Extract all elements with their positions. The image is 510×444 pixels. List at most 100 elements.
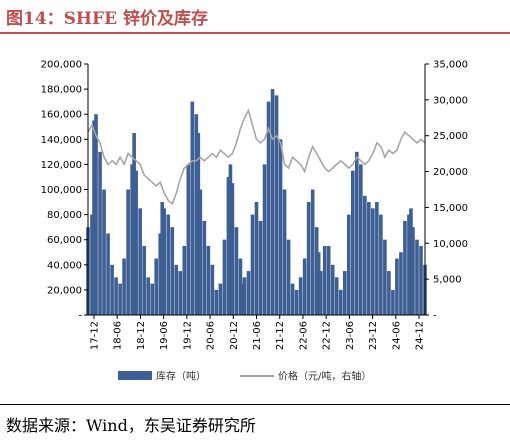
inventory-bar	[206, 245, 211, 315]
inventory-bar	[102, 189, 106, 315]
inventory-bar	[391, 289, 395, 315]
inventory-bar	[160, 202, 165, 315]
inventory-bar	[363, 195, 367, 315]
legend-inventory-label: 库存（吨）	[156, 370, 206, 383]
inventory-bars	[86, 89, 427, 316]
legend-inventory-swatch	[118, 371, 152, 380]
right-tick-label: 25,000	[433, 131, 468, 142]
inventory-bar	[354, 151, 359, 315]
inventory-bar	[266, 101, 271, 316]
inventory-bar	[246, 271, 251, 315]
x-tick-label: 21-06	[252, 321, 263, 350]
inventory-bar	[379, 214, 383, 315]
x-tick-label: 18-06	[113, 321, 124, 350]
inventory-bar	[118, 283, 122, 315]
left-tick-label: 200,000	[41, 60, 82, 71]
inventory-bar	[395, 258, 399, 315]
inventory-bar	[310, 189, 315, 315]
inventory-bar	[154, 258, 159, 315]
inventory-bar	[415, 239, 419, 315]
inventory-bar	[399, 252, 403, 315]
inventory-bar	[367, 202, 371, 315]
x-tick-label: 19-06	[159, 321, 170, 350]
x-tick-label: 22-06	[298, 321, 309, 350]
x-tick-label: 24-12	[415, 321, 426, 350]
inventory-bar	[342, 271, 347, 315]
inventory-bar	[338, 289, 343, 315]
inventory-bar	[334, 277, 339, 315]
zinc-price-inventory-chart: - 20,000 40,000 60,000 80,000 100,000 120,000 1…	[41, 60, 468, 383]
inventory-bar	[383, 239, 387, 315]
inventory-bar	[218, 283, 223, 315]
price-series-line	[87, 108, 426, 206]
x-tick-label: 17-12	[90, 321, 101, 350]
inventory-bar	[90, 214, 94, 315]
inventory-bar	[222, 239, 227, 315]
inventory-bar	[371, 208, 375, 315]
right-tick-label: 10,000	[433, 239, 468, 250]
inventory-bar	[134, 170, 138, 315]
inventory-bar	[294, 289, 299, 315]
inventory-bar	[346, 214, 351, 315]
inventory-bar	[174, 264, 179, 315]
right-tick-label: -	[433, 311, 437, 322]
inventory-bar	[407, 214, 411, 315]
left-tick-label: -	[78, 311, 82, 322]
x-tick-label: 20-06	[206, 321, 217, 350]
right-tick-label: 30,000	[433, 95, 468, 106]
inventory-bar	[92, 120, 96, 315]
inventory-bar	[146, 277, 150, 315]
inventory-bar	[194, 114, 199, 315]
inventory-bar	[190, 101, 195, 316]
x-tick-label: 20-12	[229, 321, 240, 350]
left-tick-label: 180,000	[41, 85, 82, 96]
inventory-bar	[126, 189, 130, 315]
right-axis-ticks: - 5,000 10,000 15,000 20,000 25,000 30,000 35,0…	[425, 60, 468, 322]
inventory-bar	[322, 245, 327, 315]
chart-legend: 库存（吨） 价格（元/吨，右轴）	[118, 370, 371, 383]
inventory-bar	[138, 208, 142, 315]
left-tick-label: 140,000	[41, 135, 82, 146]
inventory-bar	[270, 89, 275, 315]
inventory-bar	[302, 258, 307, 315]
inventory-bar	[202, 220, 207, 315]
inventory-bar	[234, 227, 239, 315]
inventory-bar	[286, 239, 291, 315]
x-tick-label: 18-12	[136, 321, 147, 350]
inventory-bar	[240, 283, 245, 315]
x-tick-label: 23-12	[368, 321, 379, 350]
inventory-bar	[298, 277, 303, 315]
inventory-bar	[258, 220, 263, 315]
price-line	[87, 108, 426, 206]
right-tick-label: 35,000	[433, 60, 468, 71]
inventory-bar	[186, 164, 191, 315]
inventory-bar	[282, 189, 287, 315]
inventory-bar	[242, 277, 247, 315]
left-tick-label: 20,000	[47, 285, 82, 296]
inventory-bar	[130, 164, 134, 315]
left-tick-label: 120,000	[41, 160, 82, 171]
inventory-bar	[196, 133, 201, 315]
inventory-bar	[290, 283, 295, 315]
inventory-bar	[122, 258, 126, 315]
page-title: 图14：SHFE 锌价及库存	[6, 9, 208, 29]
inventory-bar	[178, 271, 183, 315]
left-tick-label: 60,000	[47, 235, 82, 246]
source-note: 数据来源：Wind，东吴证券研究所	[6, 416, 256, 435]
x-tick-label: 24-06	[391, 321, 402, 350]
inventory-bar	[166, 214, 171, 315]
inventory-bar	[110, 264, 114, 315]
inventory-bar	[316, 252, 321, 315]
right-tick-label: 5,000	[433, 275, 462, 286]
inventory-bar	[314, 227, 319, 315]
inventory-bar	[262, 164, 267, 315]
inventory-bar	[182, 245, 187, 315]
inventory-bar	[403, 220, 407, 315]
inventory-bar	[359, 164, 363, 315]
left-tick-label: 160,000	[41, 110, 82, 121]
inventory-bar	[230, 183, 235, 315]
inventory-bar	[375, 202, 379, 315]
right-tick-label: 20,000	[433, 167, 468, 178]
inventory-bar	[170, 227, 175, 315]
left-tick-label: 40,000	[47, 260, 82, 271]
